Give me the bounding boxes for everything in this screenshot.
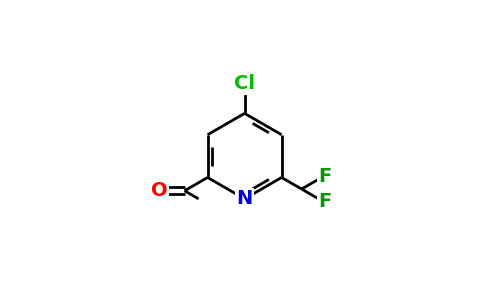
Text: F: F: [318, 192, 332, 211]
Text: N: N: [237, 189, 253, 208]
Text: F: F: [318, 167, 332, 186]
Text: O: O: [151, 181, 168, 200]
Text: Cl: Cl: [234, 74, 255, 93]
